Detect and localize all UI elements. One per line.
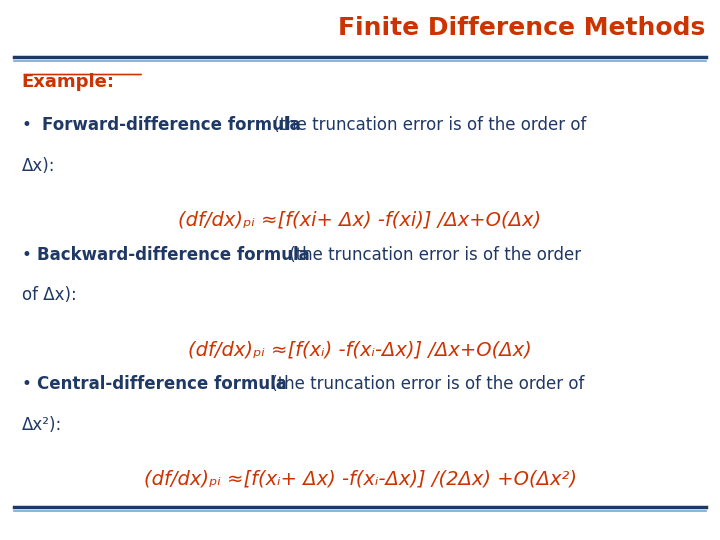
Text: •: • <box>22 116 32 134</box>
Text: Finite Difference Methods: Finite Difference Methods <box>338 16 706 40</box>
Text: Central-difference formula: Central-difference formula <box>37 375 287 393</box>
Text: •: • <box>22 375 32 393</box>
Text: (the truncation error is of the order: (the truncation error is of the order <box>284 246 582 264</box>
Text: (the truncation error is of the order of: (the truncation error is of the order of <box>266 375 585 393</box>
Text: (df/dx)ₚᵢ ≈[f(xᵢ) -f(xᵢ-Δx)] /Δx+O(Δx): (df/dx)ₚᵢ ≈[f(xᵢ) -f(xᵢ-Δx)] /Δx+O(Δx) <box>188 340 532 359</box>
Text: •: • <box>22 246 32 264</box>
Text: Δx²):: Δx²): <box>22 416 62 434</box>
Text: (the truncation error is of the order of: (the truncation error is of the order of <box>268 116 586 134</box>
Text: of Δx):: of Δx): <box>22 286 76 304</box>
Text: Forward-difference formula: Forward-difference formula <box>42 116 300 134</box>
Text: Backward-difference formula: Backward-difference formula <box>37 246 310 264</box>
Text: Example:: Example: <box>22 73 114 91</box>
Text: (df/dx)ₚᵢ ≈[f(xi+ Δx) -f(xi)] /Δx+O(Δx): (df/dx)ₚᵢ ≈[f(xi+ Δx) -f(xi)] /Δx+O(Δx) <box>179 211 541 229</box>
Text: (df/dx)ₚᵢ ≈[f(xᵢ+ Δx) -f(xᵢ-Δx)] /(2Δx) +O(Δx²): (df/dx)ₚᵢ ≈[f(xᵢ+ Δx) -f(xᵢ-Δx)] /(2Δx) … <box>143 470 577 489</box>
Text: Δx):: Δx): <box>22 157 55 174</box>
